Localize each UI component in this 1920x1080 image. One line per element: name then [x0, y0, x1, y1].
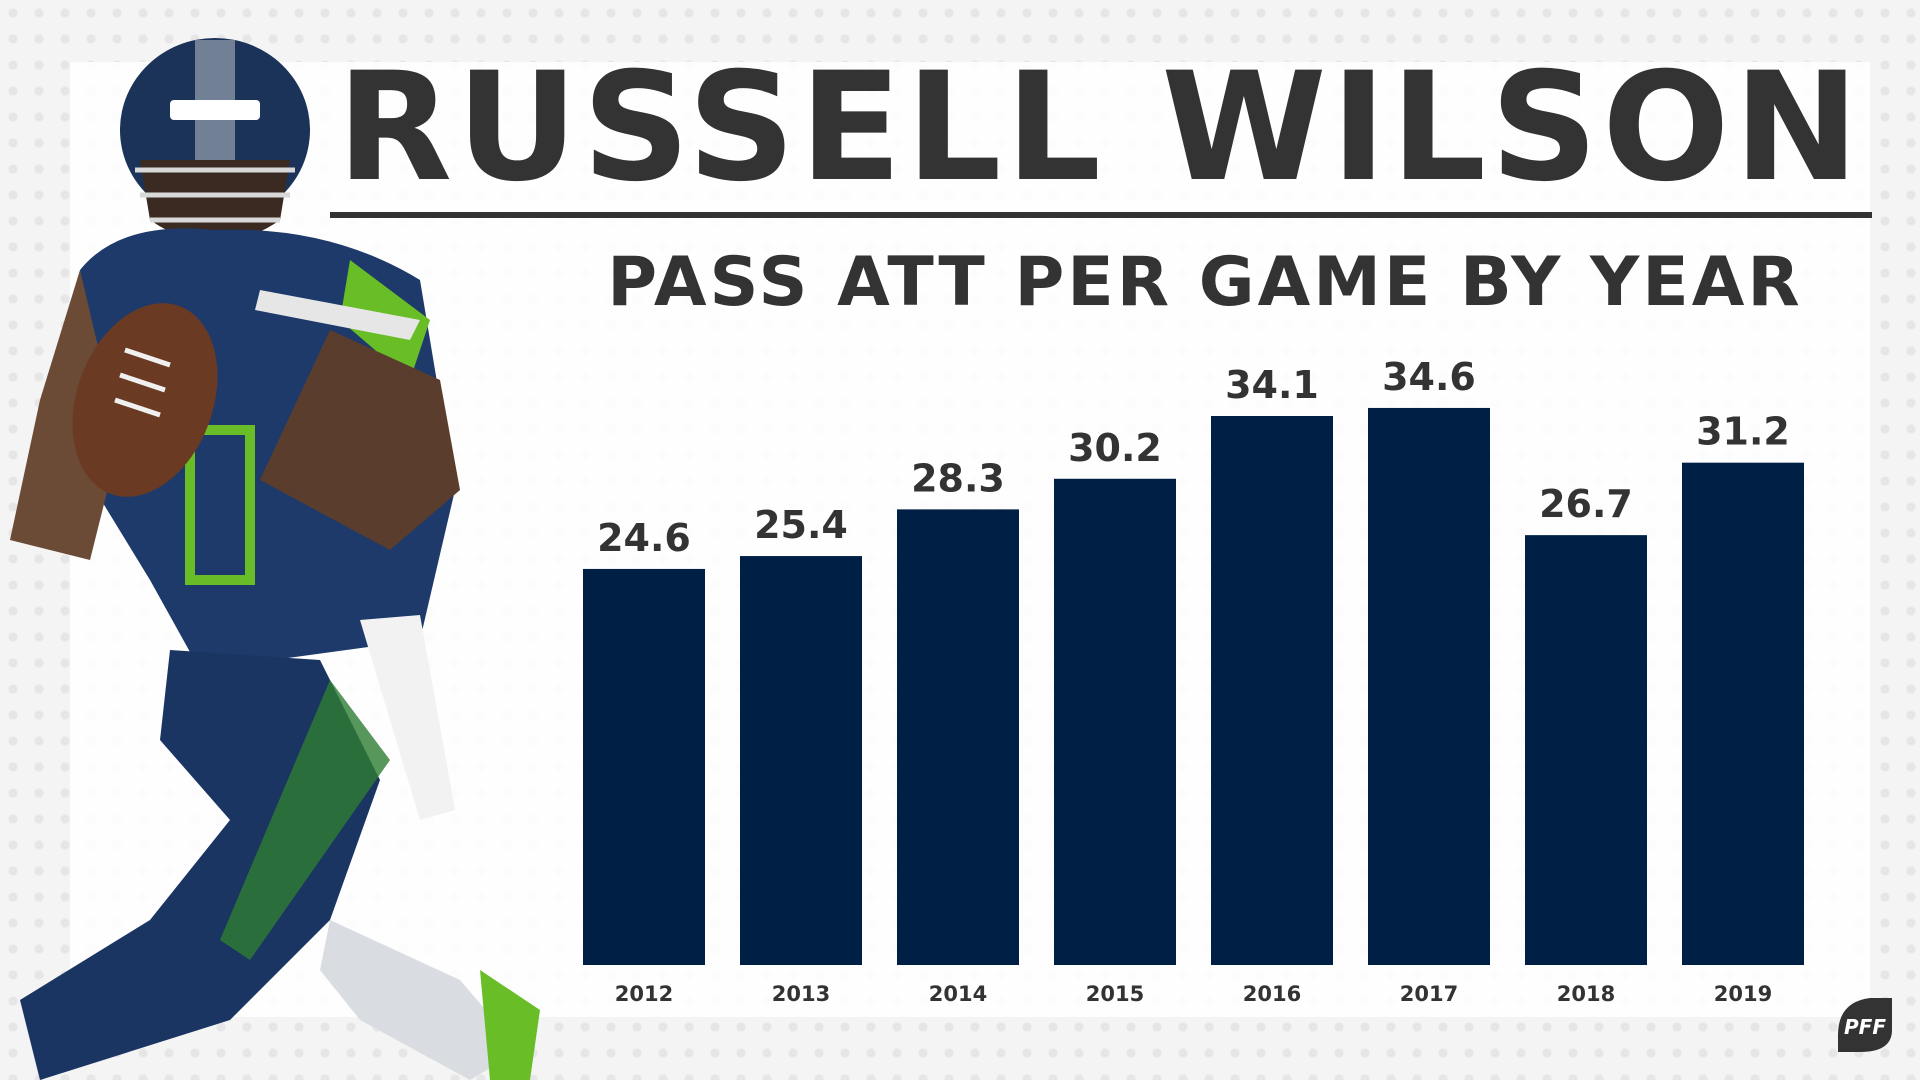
x-tick-label-2017: 2017	[1400, 982, 1458, 1006]
value-label-2014: 28.3	[911, 456, 1005, 500]
x-tick-label-2014: 2014	[929, 982, 987, 1006]
x-tick-label-2012: 2012	[615, 982, 673, 1006]
value-label-2013: 25.4	[754, 503, 848, 547]
bar-2015	[1054, 478, 1176, 965]
value-label-2018: 26.7	[1539, 482, 1633, 526]
x-tick-label-2019: 2019	[1714, 982, 1772, 1006]
player-illustration	[10, 38, 540, 1080]
bar-2019	[1682, 462, 1804, 965]
value-label-2015: 30.2	[1068, 426, 1162, 470]
x-tick-label-2015: 2015	[1086, 982, 1144, 1006]
chart-subtitle: PASS ATT PER GAME BY YEAR	[607, 243, 1803, 322]
value-label-2016: 34.1	[1225, 363, 1319, 407]
bar-2017	[1368, 407, 1490, 965]
x-tick-label-2018: 2018	[1557, 982, 1615, 1006]
value-label-2019: 31.2	[1696, 410, 1790, 454]
x-tick-label-2016: 2016	[1243, 982, 1301, 1006]
logo-text: PFF	[1844, 1015, 1886, 1039]
bar-2018	[1525, 535, 1647, 965]
bar-2012	[583, 568, 705, 965]
pff-logo: PFF	[1838, 998, 1892, 1052]
page-title: RUSSELL WILSON	[336, 41, 1864, 215]
value-label-2012: 24.6	[597, 516, 691, 560]
bar-2016	[1211, 415, 1333, 965]
value-label-2017: 34.6	[1382, 355, 1476, 399]
bar-2013	[740, 556, 862, 965]
x-tick-label-2013: 2013	[772, 982, 830, 1006]
bar-2014	[897, 509, 1019, 965]
title-underline	[330, 212, 1872, 218]
